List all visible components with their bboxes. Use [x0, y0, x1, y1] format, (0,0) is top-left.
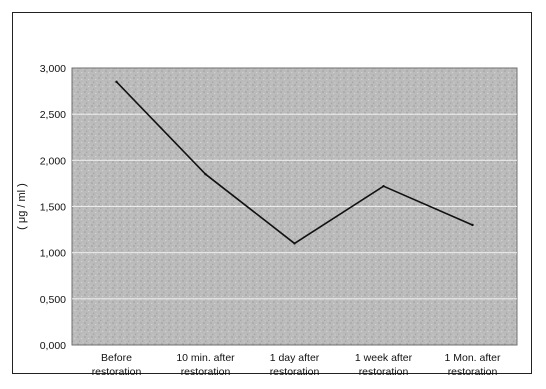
x-tick-label: Before restoration — [92, 352, 142, 378]
gridlines — [72, 113, 517, 300]
data-point — [471, 223, 474, 227]
series-layer — [115, 80, 474, 245]
y-tick-label: 3,000 — [40, 63, 66, 75]
x-axis-ticks: Before restoration 10 min. after restoratio… — [92, 352, 501, 378]
data-point — [115, 80, 118, 84]
y-tick-label: 1,000 — [40, 248, 66, 260]
data-point — [382, 184, 385, 188]
y-tick-label: 0,500 — [40, 294, 66, 306]
y-tick-label: 1,500 — [40, 202, 66, 214]
y-tick-label: 2,000 — [40, 155, 66, 167]
y-tick-label: 0,000 — [40, 340, 66, 352]
y-axis-title: ( μg / ml ) — [16, 183, 28, 230]
x-tick-label: 1 Mon. after restoration — [444, 352, 501, 378]
data-point — [204, 172, 207, 176]
y-axis-ticks: 0,000 0,500 1,000 1,500 2,000 2,500 3,000 — [40, 63, 66, 352]
data-point — [293, 242, 296, 245]
x-tick-label: 1 day after restoration — [270, 352, 320, 378]
x-tick-label: 10 min. after restoration — [176, 352, 235, 378]
x-tick-label: 1 week after restoration — [355, 352, 413, 378]
y-tick-label: 2,500 — [40, 109, 66, 121]
